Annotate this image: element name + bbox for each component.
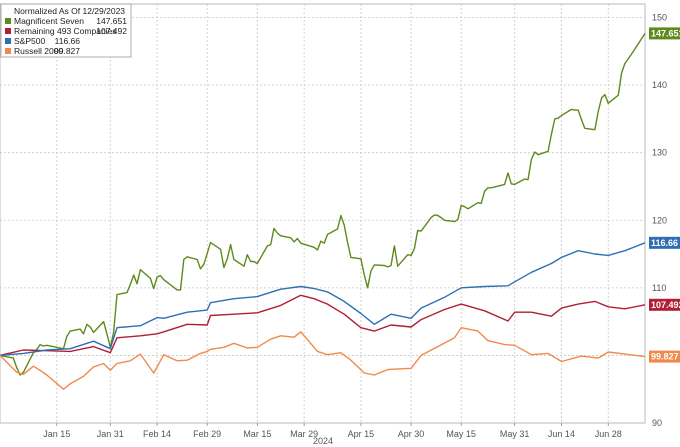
x-tick-label: Jun 28 (595, 429, 622, 439)
end-label-box (649, 350, 680, 363)
end-label-magnificent-seven: 147.651 (649, 27, 680, 40)
x-tick-label: Feb 29 (193, 429, 221, 439)
legend-value-remaining-493: 107.492 (96, 26, 127, 36)
end-label-value: 107.492 (651, 300, 680, 310)
legend-label-magnificent-seven: Magnificent Seven (14, 16, 84, 26)
legend-swatch-sp500 (5, 38, 11, 44)
end-label-box (649, 27, 680, 40)
legend-swatch-remaining-493 (5, 28, 11, 34)
legend: Normalized As Of 12/29/2023 Magnificent … (0, 3, 132, 58)
legend-label-russell-2000: Russell 2000 (14, 46, 63, 56)
legend-label-remaining-493: Remaining 493 Companies (14, 26, 117, 36)
x-tick-label: Jan 31 (97, 429, 124, 439)
series-line-remaining-493-companies (0, 294, 646, 357)
y-tick-label: 130 (652, 148, 667, 158)
y-tick-label: 110 (652, 283, 666, 293)
legend-label-sp500: S&P500 (14, 36, 45, 46)
end-label-value: 116.66 (651, 238, 678, 248)
legend-box (0, 3, 132, 58)
legend-swatch-magnificent-seven (5, 18, 11, 24)
y-tick-label: 140 (652, 80, 667, 90)
end-label-value: 99.827 (651, 352, 679, 362)
legend-swatch-russell-2000 (5, 48, 11, 54)
series-line-sp500 (0, 242, 646, 357)
x-tick-label: May 15 (446, 429, 476, 439)
series-line-russell-2000 (0, 327, 646, 390)
x-tick-label: Feb 14 (143, 429, 171, 439)
y-tick-label: 150 (652, 13, 667, 23)
end-label-remaining-493-companies: 107.492 (649, 298, 680, 311)
legend-entry-remaining-493: Remaining 493 Companies 107.492 (5, 26, 127, 36)
end-label-box (649, 298, 680, 311)
x-tick-label: Apr 30 (398, 429, 425, 439)
x-tick-label: Mar 15 (243, 429, 271, 439)
series-lines (0, 33, 646, 390)
x-tick-label: May 31 (500, 429, 530, 439)
legend-title: Normalized As Of 12/29/2023 (14, 6, 125, 16)
x-axis-label: 2024 (313, 436, 333, 446)
end-label-value: 147.651 (651, 28, 680, 38)
end-value-labels: 147.651 107.492 116.66 99.827 (649, 27, 680, 363)
x-tick-label: Jun 14 (548, 429, 575, 439)
legend-value-russell-2000: 99.827 (54, 46, 80, 56)
y-tick-label: 90 (652, 418, 662, 428)
plot-frame (0, 3, 646, 424)
legend-entry-sp500: S&P500 116.66 (5, 36, 80, 46)
x-tick-label: Jan 15 (43, 429, 70, 439)
x-tick-label: Mar 29 (290, 429, 318, 439)
end-label-russell-2000: 99.827 (649, 350, 680, 363)
x-tick-label: Apr 15 (348, 429, 375, 439)
grid-lines (0, 4, 645, 424)
x-axis-ticks: Jan 15 Jan 31 Feb 14 Feb 29 Mar 15 Mar 29 Apr … (43, 423, 622, 439)
series-line-magnificent-seven (0, 33, 646, 376)
legend-entry-magnificent-seven: Magnificent Seven 147.651 (5, 16, 127, 26)
legend-value-magnificent-seven: 147.651 (96, 16, 127, 26)
y-tick-label: 120 (652, 215, 667, 225)
end-label-box (649, 236, 680, 249)
end-label-sp500: 116.66 (649, 236, 680, 249)
legend-entry-russell-2000: Russell 2000 99.827 (5, 46, 80, 56)
legend-value-sp500: 116.66 (55, 36, 81, 46)
